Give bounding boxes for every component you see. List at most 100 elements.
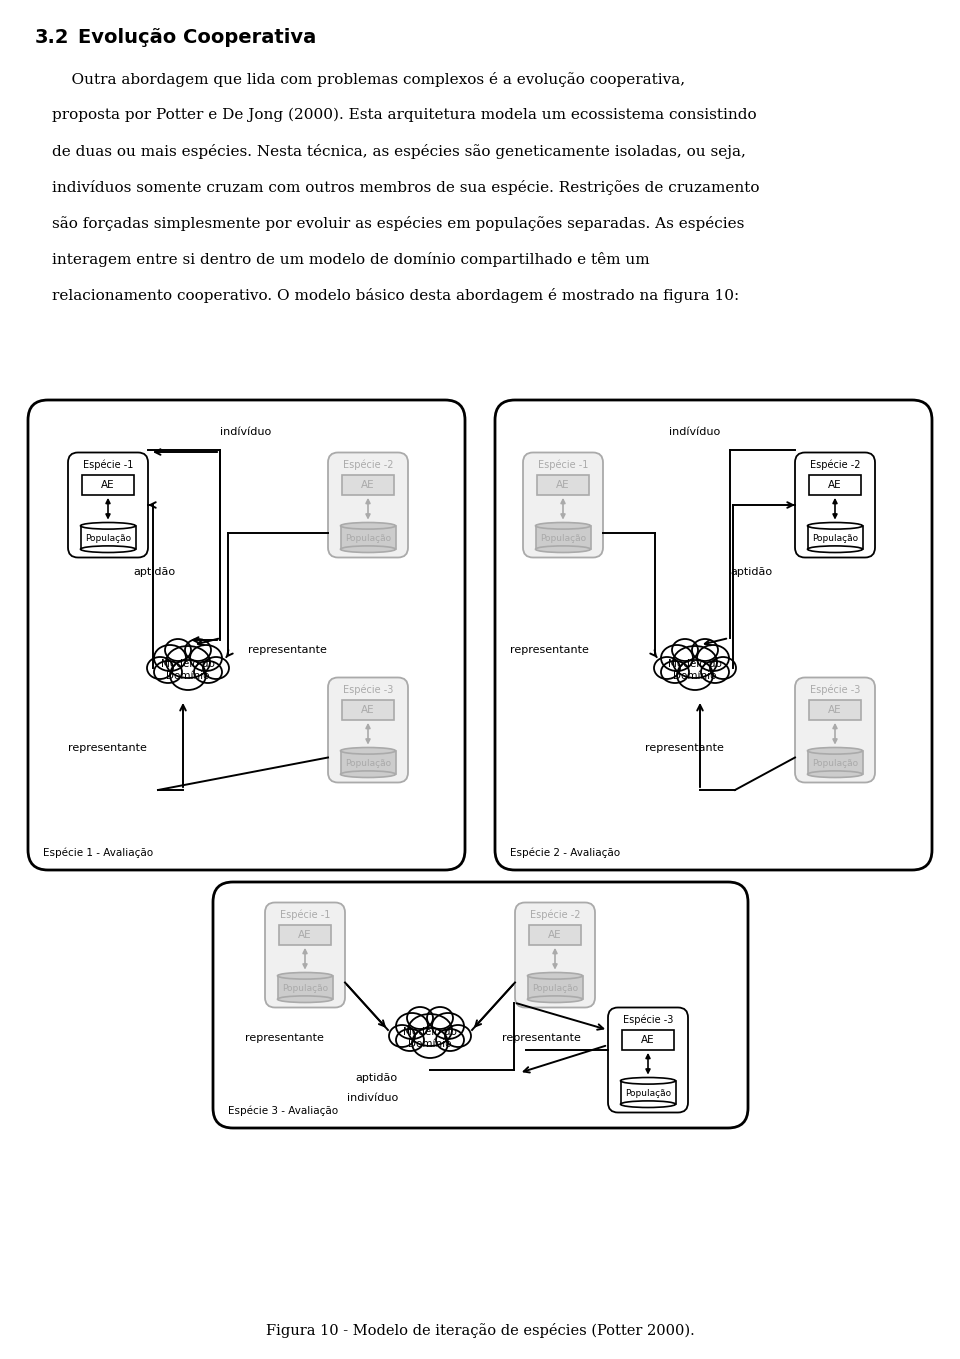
Text: Figura 10 - Modelo de iteração de espécies (Potter 2000).: Figura 10 - Modelo de iteração de espéci… [266,1322,694,1337]
Text: representante: representante [502,1033,581,1042]
Text: representante: representante [68,743,147,753]
Bar [82,476,134,495]
Ellipse shape [620,1078,676,1084]
Ellipse shape [620,1101,676,1108]
Text: representante: representante [245,1033,324,1042]
Text: indivíduo: indivíduo [347,1093,398,1104]
Ellipse shape [527,973,583,978]
Text: AE: AE [828,480,842,491]
Text: representante: representante [248,646,326,655]
Ellipse shape [389,1025,415,1046]
Bar [527,976,583,999]
Text: proposta por Potter e De Jong (2000). Esta arquitetura modela um ecossistema con: proposta por Potter e De Jong (2000). Es… [52,107,756,122]
Text: Outra abordagem que lida com problemas complexos é a evolução cooperativa,: Outra abordagem que lida com problemas c… [52,72,685,87]
Ellipse shape [341,546,396,553]
Text: aptidão: aptidão [730,567,772,578]
Text: AE: AE [641,1036,655,1045]
FancyBboxPatch shape [68,453,148,557]
Ellipse shape [445,1025,471,1046]
Text: relacionamento cooperativo. O modelo básico desta abordagem é mostrado na figura: relacionamento cooperativo. O modelo bás… [52,288,739,303]
FancyBboxPatch shape [265,902,345,1007]
Ellipse shape [436,1029,464,1051]
Bar [536,526,590,549]
Bar [537,476,589,495]
Ellipse shape [661,660,689,684]
Text: População: População [812,534,858,544]
Text: População: População [345,534,391,544]
Ellipse shape [673,646,717,678]
FancyBboxPatch shape [495,400,932,870]
Bar [277,976,332,999]
FancyBboxPatch shape [213,882,748,1128]
Text: População: População [282,984,328,993]
Text: Espécie -2: Espécie -2 [530,909,580,920]
Ellipse shape [807,522,862,529]
Text: Espécie -3: Espécie -3 [810,684,860,694]
Ellipse shape [396,1012,428,1040]
Text: de duas ou mais espécies. Nesta técnica, as espécies são geneticamente isoladas,: de duas ou mais espécies. Nesta técnica,… [52,144,746,159]
Ellipse shape [701,660,729,684]
Ellipse shape [432,1012,464,1040]
Text: AE: AE [101,480,115,491]
Bar [807,750,862,775]
Text: são forçadas simplesmente por evoluir as espécies em populações separadas. As es: são forçadas simplesmente por evoluir as… [52,216,744,231]
Ellipse shape [341,747,396,754]
Ellipse shape [341,771,396,777]
Ellipse shape [412,1027,448,1059]
Text: População: População [84,534,132,544]
Ellipse shape [203,656,229,680]
Text: indivíduos somente cruzam com outros membros de sua espécie. Restrições de cruza: indivíduos somente cruzam com outros mem… [52,179,759,194]
Text: aptidão: aptidão [356,1074,398,1083]
Bar [342,476,394,495]
Ellipse shape [407,1007,433,1029]
Ellipse shape [81,522,135,529]
Text: Modelo do
Domínio: Modelo do Domínio [161,659,215,681]
Ellipse shape [807,747,862,754]
Text: AE: AE [361,480,374,491]
Bar [809,700,861,720]
Text: AE: AE [828,705,842,715]
Ellipse shape [710,656,736,680]
Text: indívíduo: indívíduo [220,427,272,438]
Ellipse shape [661,646,693,671]
Ellipse shape [654,656,680,680]
Ellipse shape [427,1007,453,1029]
Ellipse shape [807,771,862,777]
Bar [620,1080,676,1105]
FancyBboxPatch shape [28,400,465,870]
Text: Espécie -3: Espécie -3 [623,1014,673,1025]
Text: Espécie -2: Espécie -2 [809,459,860,470]
Ellipse shape [277,996,332,1003]
Bar [529,925,581,945]
Text: Espécie -2: Espécie -2 [343,459,394,470]
Ellipse shape [165,639,191,660]
Text: População: População [345,758,391,768]
Text: aptidão: aptidão [132,567,175,578]
Text: interagem entre si dentro de um modelo de domínio compartilhado e têm um: interagem entre si dentro de um modelo d… [52,251,650,266]
Text: Espécie -1: Espécie -1 [83,459,133,470]
Ellipse shape [697,646,729,671]
Ellipse shape [277,973,332,978]
Text: AE: AE [548,930,562,940]
Text: Espécie 3 - Avaliação: Espécie 3 - Avaliação [228,1105,338,1116]
Text: AE: AE [361,705,374,715]
Text: indívíduo: indívíduo [669,427,721,438]
Ellipse shape [185,639,211,660]
Text: Espécie -1: Espécie -1 [279,909,330,920]
Text: População: População [625,1089,671,1098]
Ellipse shape [166,646,210,678]
Text: AE: AE [299,930,312,940]
Text: 3.2: 3.2 [35,29,69,48]
Bar [809,476,861,495]
FancyBboxPatch shape [795,453,875,557]
FancyBboxPatch shape [795,678,875,783]
Text: Modelo do
Domínio: Modelo do Domínio [403,1027,457,1049]
Ellipse shape [408,1014,452,1046]
Text: Espécie 2 - Avaliação: Espécie 2 - Avaliação [510,848,620,858]
Bar [342,700,394,720]
FancyBboxPatch shape [523,453,603,557]
Ellipse shape [807,546,862,553]
Ellipse shape [692,639,718,660]
Text: Modelo do
Domínio: Modelo do Domínio [668,659,722,681]
FancyBboxPatch shape [608,1007,688,1113]
